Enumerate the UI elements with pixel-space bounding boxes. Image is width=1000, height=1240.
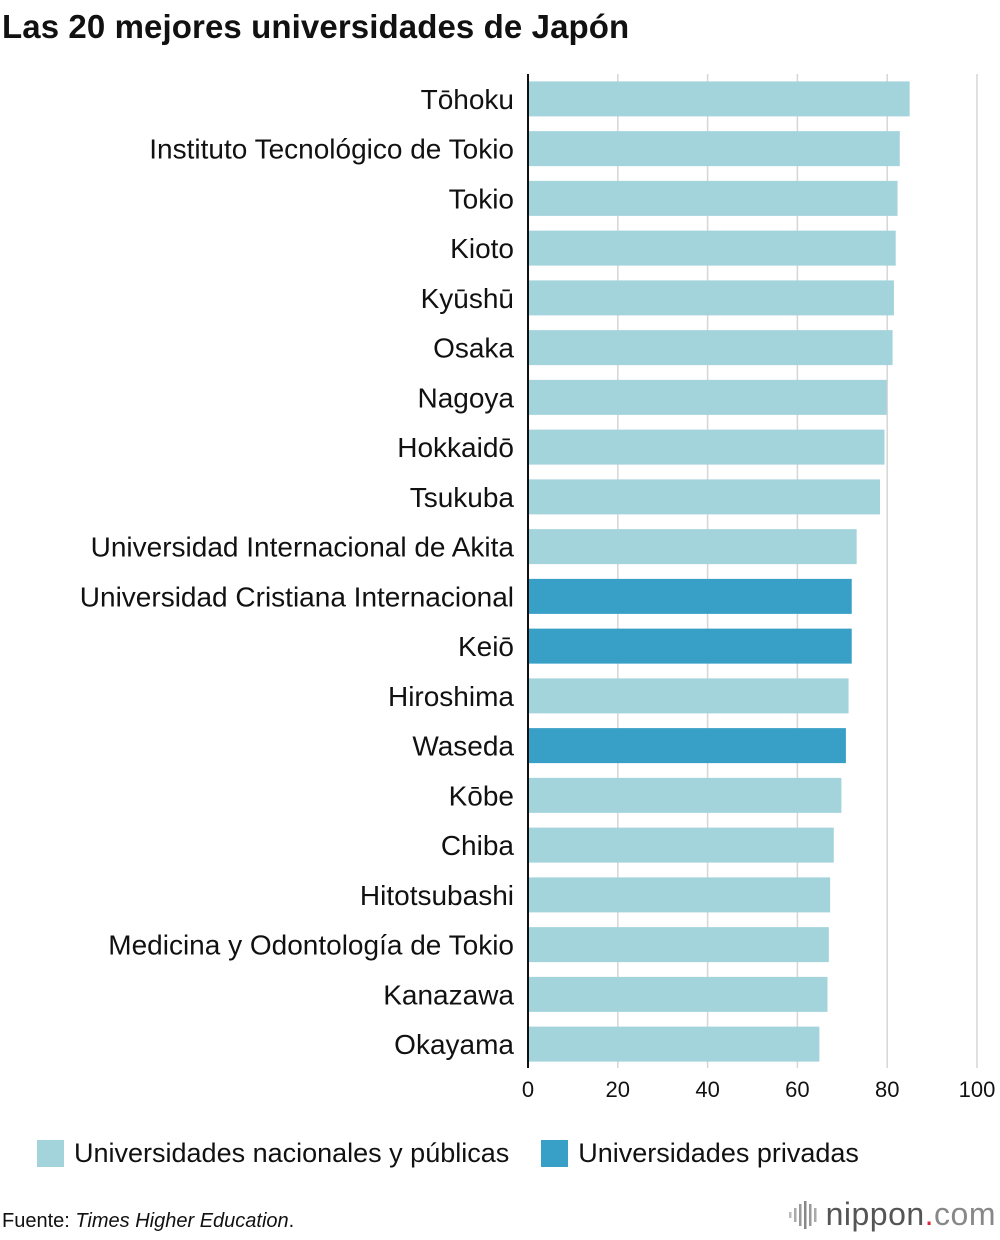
category-label: Kanazawa <box>383 979 514 1010</box>
bar <box>528 379 887 415</box>
category-label: Medicina y Odontología de Tokio <box>108 930 514 961</box>
legend-item-nacional: Universidades nacionales y públicas <box>37 1138 509 1169</box>
bar <box>528 877 831 913</box>
x-tick-label: 60 <box>785 1077 809 1102</box>
bar <box>528 479 881 515</box>
nippon-logo[interactable]: nippon. com <box>788 1196 996 1233</box>
category-label: Hitotsubashi <box>360 880 514 911</box>
bar <box>528 628 852 664</box>
x-tick-label: 100 <box>959 1077 996 1102</box>
bar <box>528 678 849 714</box>
category-label: Kyūshū <box>421 283 514 314</box>
category-label: Tōhoku <box>421 84 514 115</box>
x-tick-label: 0 <box>522 1077 534 1102</box>
category-label: Universidad Internacional de Akita <box>91 532 515 563</box>
bar <box>528 81 910 117</box>
category-label: Chiba <box>441 830 515 861</box>
x-tick-label: 40 <box>695 1077 719 1102</box>
x-tick-label: 20 <box>606 1077 630 1102</box>
source-prefix: Fuente: <box>2 1210 76 1232</box>
category-label: Hokkaidō <box>397 432 514 463</box>
bar <box>528 777 842 813</box>
legend-label-privada: Universidades privadas <box>578 1138 859 1168</box>
chart-title: Las 20 mejores universidades de Japón <box>2 8 630 45</box>
category-label: Hiroshima <box>388 681 514 712</box>
x-tick-label: 80 <box>875 1077 899 1102</box>
source-note: Fuente: Times Higher Education. <box>2 1210 294 1233</box>
bar <box>528 728 846 764</box>
category-label: Osaka <box>433 333 514 364</box>
bar <box>528 578 852 614</box>
bar <box>528 927 829 963</box>
bar <box>528 280 894 316</box>
category-label: Instituto Tecnológico de Tokio <box>149 134 514 165</box>
bar <box>528 1026 820 1062</box>
legend-swatch-nacional <box>37 1140 64 1167</box>
source-name: Times Higher Education <box>75 1210 289 1232</box>
legend: Universidades nacionales y públicas Univ… <box>37 1138 891 1169</box>
bar <box>528 429 885 465</box>
category-label: Universidad Cristiana Internacional <box>80 581 514 612</box>
category-label: Tokio <box>449 183 514 214</box>
logo-word: nippon <box>825 1196 925 1232</box>
logo-dot: . <box>924 1196 935 1232</box>
category-label: Kioto <box>450 233 514 264</box>
category-label: Waseda <box>412 731 514 762</box>
bar <box>528 827 834 863</box>
legend-item-privada: Universidades privadas <box>541 1138 859 1169</box>
category-label: Okayama <box>394 1029 514 1060</box>
category-label: Keiō <box>458 631 514 662</box>
bar <box>528 131 900 167</box>
legend-swatch-privada <box>541 1140 569 1167</box>
bar <box>528 976 828 1012</box>
logo-com: com <box>934 1196 996 1232</box>
bar <box>528 180 898 216</box>
category-label: Nagoya <box>417 382 514 413</box>
source-suffix: . <box>288 1210 295 1232</box>
category-label: Kōbe <box>449 780 514 811</box>
legend-label-nacional: Universidades nacionales y públicas <box>74 1138 510 1168</box>
bar <box>528 230 896 266</box>
bar <box>528 529 857 565</box>
category-label: Tsukuba <box>410 482 515 513</box>
bar <box>528 330 893 366</box>
nippon-logo-icon <box>788 1200 817 1229</box>
